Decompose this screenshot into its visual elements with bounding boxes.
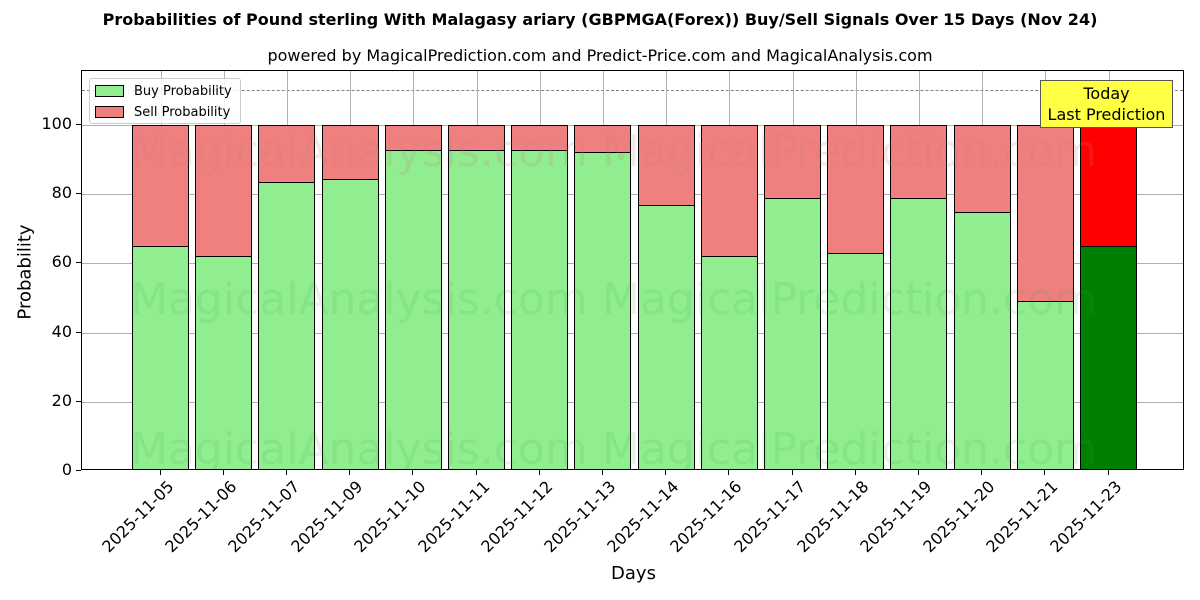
y-tick-label: 60 xyxy=(51,252,72,272)
y-tick-label: 0 xyxy=(61,460,72,479)
gridline-y xyxy=(82,332,1183,334)
x-tick-mark xyxy=(854,470,856,475)
x-tick-mark xyxy=(222,470,224,475)
gridline-y xyxy=(82,263,1183,265)
bar-buy xyxy=(258,182,316,469)
x-tick-mark xyxy=(665,470,667,475)
today-annotation: Today Last Prediction xyxy=(1040,80,1173,128)
bar-buy xyxy=(132,246,189,469)
y-axis-label: Probability xyxy=(14,224,36,320)
x-tick-mark xyxy=(791,470,793,475)
bar-sell xyxy=(448,125,505,151)
bar-sell xyxy=(574,125,632,153)
x-tick-mark xyxy=(475,470,477,475)
buy-swatch-icon xyxy=(95,85,124,97)
bar-buy xyxy=(1080,246,1137,469)
x-tick-mark xyxy=(601,470,603,475)
plot-area: MagicalAnalysis.com MagicalPrediction.co… xyxy=(81,70,1184,470)
y-tick-mark xyxy=(76,470,81,471)
y-tick-label: 40 xyxy=(51,321,72,341)
x-tick-mark xyxy=(349,470,351,475)
bar-buy xyxy=(890,197,948,469)
y-tick-mark xyxy=(76,331,81,333)
bar-sell xyxy=(700,125,758,258)
gridline-y xyxy=(82,401,1183,403)
bar-sell xyxy=(637,125,695,206)
bar-buy xyxy=(511,149,569,469)
x-tick-mark xyxy=(285,470,287,475)
sell-swatch-icon xyxy=(95,106,124,118)
bar-buy xyxy=(700,256,758,469)
bar-sell xyxy=(890,125,948,199)
bar-buy xyxy=(384,149,442,469)
bar-buy xyxy=(195,256,253,469)
bar-sell xyxy=(195,125,253,258)
bar-buy xyxy=(448,149,505,469)
gridline-y xyxy=(82,194,1183,196)
bar-buy xyxy=(1016,301,1074,469)
bar-sell xyxy=(321,125,379,180)
bar-sell xyxy=(511,125,569,151)
bar-sell xyxy=(764,125,821,199)
bar-sell xyxy=(132,125,189,248)
y-tick-mark xyxy=(76,193,81,195)
x-tick-mark xyxy=(981,470,983,475)
chart-title: Probabilities of Pound sterling With Mal… xyxy=(102,10,1098,29)
y-tick-label: 80 xyxy=(51,183,72,203)
bar-buy xyxy=(321,178,379,469)
bar-sell xyxy=(1016,125,1074,303)
reference-line xyxy=(82,90,1183,92)
x-tick-mark xyxy=(1107,470,1109,475)
legend-label-buy: Buy Probability xyxy=(134,83,232,99)
bar-sell xyxy=(384,125,442,151)
legend-label-sell: Sell Probability xyxy=(134,104,231,120)
x-tick-mark xyxy=(917,470,919,475)
bar-sell xyxy=(1080,125,1137,248)
legend-item-buy: Buy Probability xyxy=(95,83,232,99)
annotation-line-1: Today xyxy=(1083,84,1130,103)
legend: Buy Probability Sell Probability xyxy=(89,78,241,124)
bar-buy xyxy=(637,204,695,469)
bar-sell xyxy=(953,125,1011,213)
y-tick-mark xyxy=(76,400,81,402)
y-tick-label: 100 xyxy=(41,114,72,133)
bar-sell xyxy=(827,125,885,255)
x-tick-mark xyxy=(538,470,540,475)
bar-sell xyxy=(258,125,316,184)
y-tick-mark xyxy=(76,124,81,125)
chart-subtitle: powered by MagicalPrediction.com and Pre… xyxy=(267,46,933,65)
x-tick-mark xyxy=(159,470,161,475)
bar-buy xyxy=(953,211,1011,469)
bar-buy xyxy=(827,253,885,469)
x-axis-label: Days xyxy=(611,563,656,584)
bar-buy xyxy=(574,151,632,469)
x-tick-mark xyxy=(1044,470,1046,475)
bar-buy xyxy=(764,197,821,469)
annotation-line-2: Last Prediction xyxy=(1047,105,1166,124)
gridline-y xyxy=(82,125,1183,126)
x-tick-mark xyxy=(728,470,730,475)
x-tick-mark xyxy=(412,470,414,475)
legend-item-sell: Sell Probability xyxy=(95,104,230,120)
y-tick-label: 20 xyxy=(51,390,72,410)
y-tick-mark xyxy=(76,262,81,264)
